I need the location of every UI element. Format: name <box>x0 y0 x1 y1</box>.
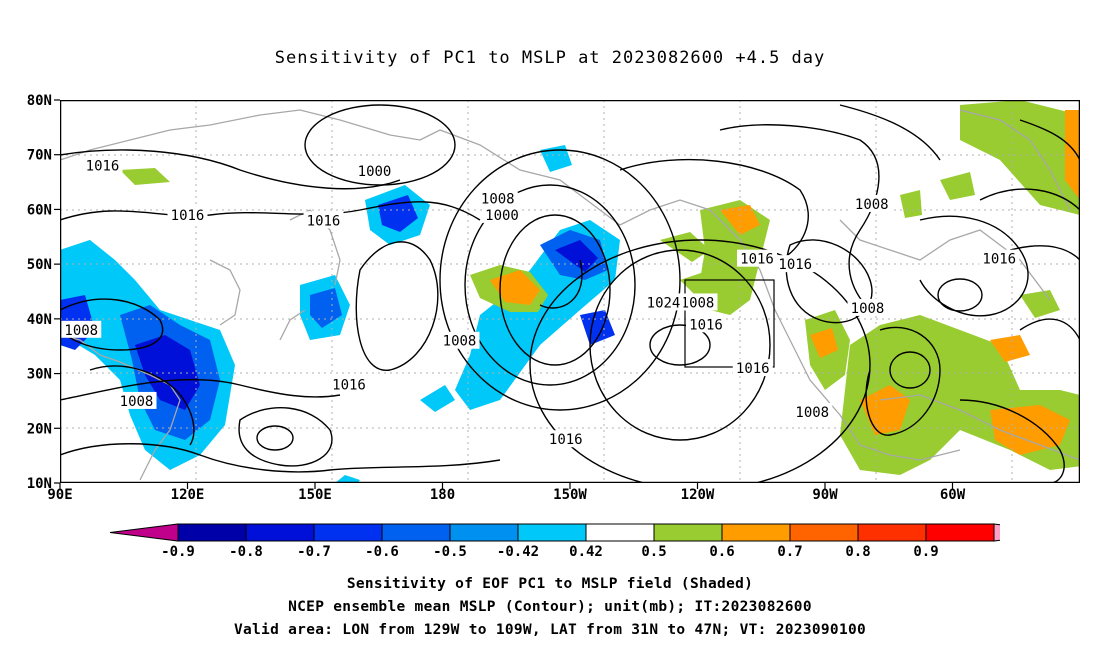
colorbar-tick-label: 0.8 <box>845 544 870 560</box>
contour-label: 1000 <box>354 162 395 180</box>
colorbar-tick-label: 0.5 <box>641 544 666 560</box>
contour-label: 1008 <box>439 331 480 350</box>
colorbar: -0.9 -0.8 -0.7 -0.6 -0.5 -0.42 0.42 0.5 0.6 0.7 0.… <box>109 523 1000 560</box>
contour-label: 1008 <box>792 402 833 421</box>
contour-label-text: 1008 <box>64 323 98 339</box>
contour-label-text: 1008 <box>855 197 889 213</box>
contour-label: 1016 <box>167 205 208 224</box>
colorbar-box <box>313 523 383 542</box>
contour-label-text: 1016 <box>86 159 120 175</box>
contour-label-text: 1016 <box>307 213 341 229</box>
caption-line-2: NCEP ensemble mean MSLP (Contour); unit(… <box>288 599 812 615</box>
lon-label: 90W <box>812 487 838 503</box>
colorbar-box <box>653 523 723 542</box>
contour-label-text: 1008 <box>681 295 715 311</box>
colorbar-tick-label: -0.7 <box>297 544 331 560</box>
colorbar-box <box>245 523 315 542</box>
contour-label: 1008 <box>477 189 518 207</box>
contour-label-text: 1016 <box>740 252 774 268</box>
grid-lines <box>60 100 1080 483</box>
contour-label-text: 1016 <box>982 252 1016 268</box>
contour-label-layer: 1016100010161008101610161000100810161016… <box>61 156 1020 448</box>
colorbar-box <box>789 523 859 542</box>
contour-label: 1016 <box>545 430 586 448</box>
contour-label-text: 1008 <box>795 405 829 421</box>
caption-line-3: Valid area: LON from 129W to 109W, LAT f… <box>233 622 867 638</box>
lon-label: 90E <box>47 487 72 503</box>
lat-label: 80N <box>27 93 52 109</box>
contour-label-text: 1000 <box>358 164 392 180</box>
colorbar-box <box>177 523 247 542</box>
contour-label-text: 1016 <box>689 317 723 333</box>
contour-label: 1016 <box>303 211 344 229</box>
contour-label: 1016 <box>686 315 726 333</box>
lon-label: 150W <box>553 487 587 503</box>
colorbar-box <box>381 523 451 542</box>
contour-label: 1008 <box>847 298 888 317</box>
contour-label: 1024 <box>643 293 684 311</box>
colorbar-tick-label: 0.42 <box>569 544 603 560</box>
colorbar-box <box>449 523 519 542</box>
colorbar-tick-label: -0.9 <box>161 544 195 560</box>
colorbar-tick-label: -0.5 <box>433 544 467 560</box>
caption-line-1: Sensitivity of EOF PC1 to MSLP field (Sh… <box>346 576 754 592</box>
lon-label: 180 <box>430 487 455 503</box>
sensitivity-map: 1016100010161008101610161000100810161016… <box>60 100 1080 483</box>
colorbar-tick-label: -0.6 <box>365 544 399 560</box>
lat-label: 50N <box>27 257 52 273</box>
colorbar-min-triangle <box>109 523 179 542</box>
coastlines <box>60 109 1080 481</box>
contour-label: 1016 <box>775 255 816 273</box>
shaded-blue-regions <box>60 145 620 483</box>
contour-label-text: 1016 <box>778 257 812 273</box>
lon-label: 60W <box>940 487 966 503</box>
lat-label: 20N <box>27 421 52 437</box>
contour-label-text: 1000 <box>485 208 519 224</box>
contour-label-text: 1016 <box>736 361 770 377</box>
colorbar-box <box>857 523 927 542</box>
lat-label: 70N <box>27 148 52 164</box>
figure-title: Sensitivity of PC1 to MSLP at 2023082600… <box>274 48 826 68</box>
colorbar-tick-label: -0.42 <box>497 544 539 560</box>
lat-label: 10N <box>27 476 52 492</box>
contour-label: 1016 <box>82 156 123 175</box>
lon-label: 120W <box>681 487 715 503</box>
colorbar-box <box>721 523 791 542</box>
lon-label: 120E <box>171 487 205 503</box>
colorbar-tick-label: 0.6 <box>709 544 734 560</box>
lat-label: 30N <box>27 367 52 383</box>
contour-label: 1008 <box>677 293 718 311</box>
valid-area-box <box>684 279 775 368</box>
contour-label: 1016 <box>979 249 1020 268</box>
contour-label: 1008 <box>61 320 102 339</box>
colorbar-box <box>585 523 655 542</box>
colorbar-box <box>925 523 995 542</box>
contour-label-text: 1024 <box>647 295 681 311</box>
contour-label: 1000 <box>482 205 522 224</box>
contour-label: 1016 <box>737 249 777 268</box>
colorbar-tick-label: 0.9 <box>913 544 938 560</box>
contour-label-text: 1008 <box>443 334 477 350</box>
lon-label: 150E <box>298 487 332 503</box>
contour-label: 1016 <box>329 375 369 394</box>
contour-label-text: 1016 <box>549 432 583 448</box>
lat-label: 40N <box>27 312 52 328</box>
colorbar-tick-label: 0.7 <box>777 544 802 560</box>
contour-label-text: 1016 <box>171 208 205 224</box>
contour-label: 1008 <box>116 391 157 410</box>
contour-label: 1008 <box>851 194 892 213</box>
contour-label-text: 1008 <box>120 394 154 410</box>
colorbar-max-triangle <box>993 523 1000 542</box>
contour-label-text: 1008 <box>851 301 885 317</box>
mslp-contours <box>60 104 1080 483</box>
contour-label-text: 1008 <box>481 191 515 207</box>
colorbar-tick-label: -0.8 <box>229 544 263 560</box>
colorbar-box <box>517 523 587 542</box>
contour-label: 1016 <box>732 359 773 377</box>
contour-label-text: 1016 <box>332 378 366 394</box>
lat-label: 60N <box>27 202 52 218</box>
map-frame <box>60 100 1080 483</box>
